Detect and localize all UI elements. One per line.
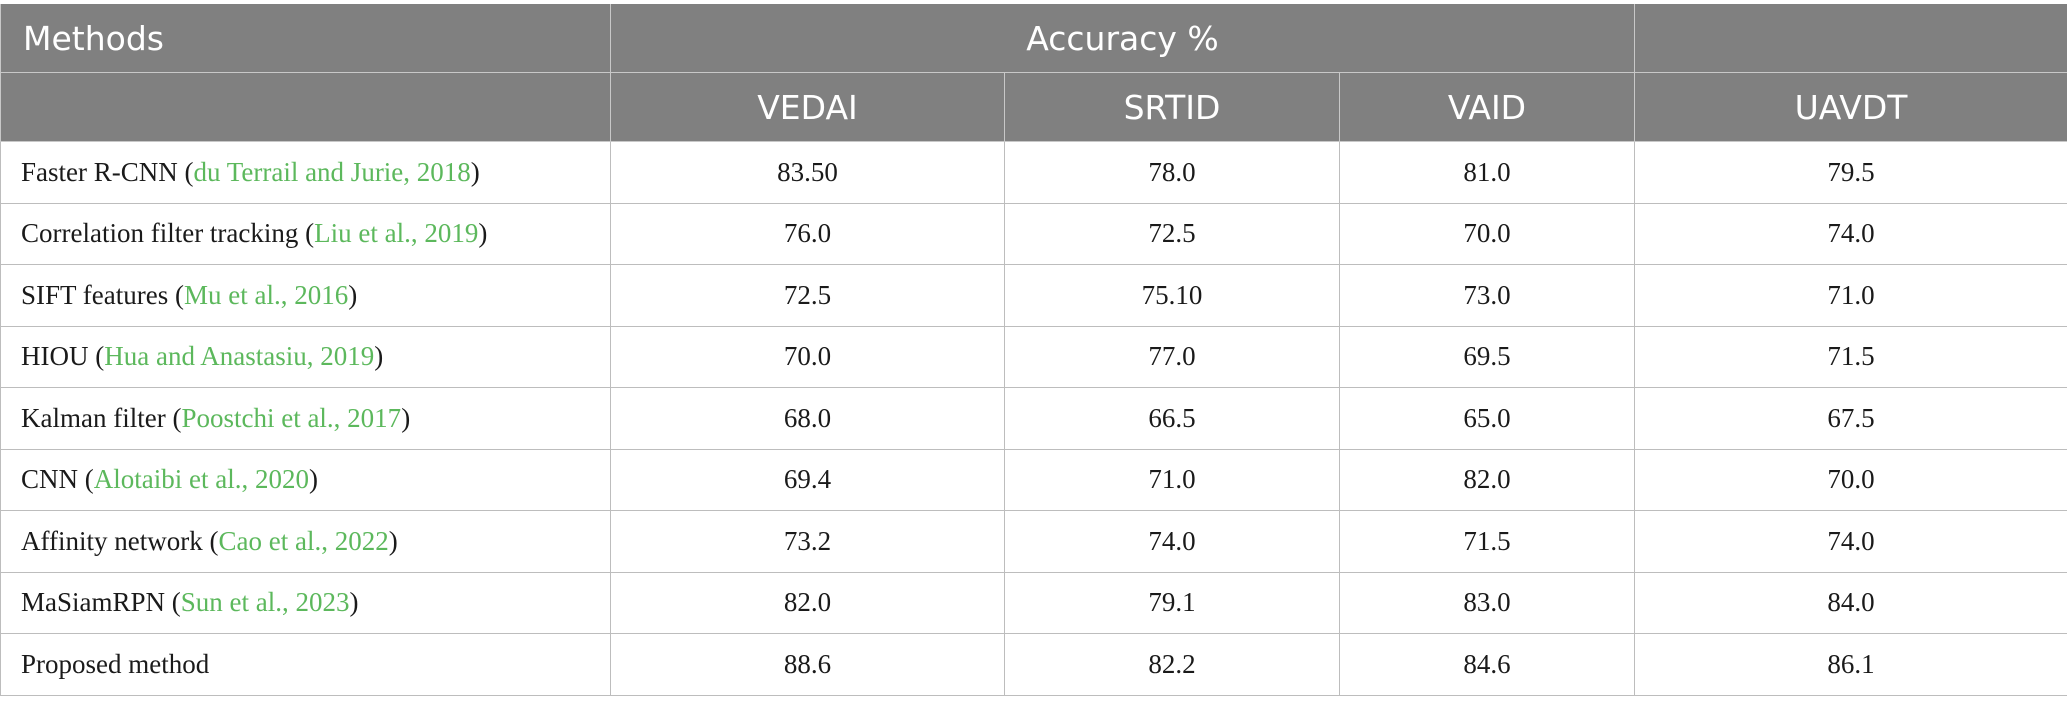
value-cell-uavdt: 70.0 xyxy=(1634,448,2067,511)
value-cell-srtid: 66.5 xyxy=(1004,387,1340,450)
value-cell-vaid: 81.0 xyxy=(1338,141,1636,204)
value-cell-uavdt: 67.5 xyxy=(1634,387,2067,450)
method-name: SIFT features xyxy=(21,279,169,310)
table-row: MaSiamRPN (Sun et al., 2023) 82.0 79.1 83.0… xyxy=(0,571,2067,634)
method-cell: Proposed method xyxy=(0,633,611,696)
table-row: CNN (Alotaibi et al., 2020) 69.4 71.0 82.0 7… xyxy=(0,448,2067,511)
method-cell: MaSiamRPN (Sun et al., 2023) xyxy=(0,571,611,634)
value-cell-vaid: 69.5 xyxy=(1338,325,1636,388)
value-cell-vedai: 82.0 xyxy=(610,571,1005,634)
method-name: Proposed method xyxy=(21,648,210,679)
value-cell-vedai: 83.50 xyxy=(610,141,1005,204)
method-name: Faster R-CNN xyxy=(21,156,178,187)
method-cell: HIOU (Hua and Anastasiu, 2019) xyxy=(0,325,611,388)
column-header-uavdt: UAVDT xyxy=(1634,72,2067,142)
header-row-columns: VEDAI SRTID VAID UAVDT xyxy=(0,72,2067,142)
value-cell-uavdt: 79.5 xyxy=(1634,141,2067,204)
value-cell-uavdt: 86.1 xyxy=(1634,633,2067,696)
method-name: Kalman filter xyxy=(21,402,166,433)
method-cell: Kalman filter (Poostchi et al., 2017) xyxy=(0,387,611,450)
citation-link[interactable]: Cao et al., 2022 xyxy=(218,525,389,556)
header-blank-cell xyxy=(0,72,611,142)
citation-link[interactable]: Sun et al., 2023 xyxy=(180,587,350,618)
method-name: MaSiamRPN xyxy=(21,587,166,618)
citation-link[interactable]: Alotaibi et al., 2020 xyxy=(93,464,309,495)
citation-link[interactable]: Hua and Anastasiu, 2019 xyxy=(104,341,375,372)
value-cell-vedai: 76.0 xyxy=(610,202,1005,265)
value-cell-vaid: 82.0 xyxy=(1338,448,1636,511)
table-row: HIOU (Hua and Anastasiu, 2019) 70.0 77.0 69… xyxy=(0,325,2067,388)
value-cell-vedai: 73.2 xyxy=(610,510,1005,573)
value-cell-srtid: 79.1 xyxy=(1004,571,1340,634)
accuracy-group-header: Accuracy % xyxy=(609,4,1636,73)
table-row: Affinity network (Cao et al., 2022) 73.2 7… xyxy=(0,510,2067,573)
value-cell-srtid: 82.2 xyxy=(1004,633,1340,696)
results-table: Methods Accuracy % VEDAI SRTID VAID UAVD… xyxy=(0,4,2067,696)
column-header-srtid: SRTID xyxy=(1004,72,1340,142)
table-row: Faster R-CNN (du Terrail and Jurie, 2018… xyxy=(0,141,2067,204)
methods-header: Methods xyxy=(0,4,611,73)
value-cell-vedai: 69.4 xyxy=(610,448,1005,511)
method-cell: Faster R-CNN (du Terrail and Jurie, 2018… xyxy=(0,141,611,204)
value-cell-srtid: 72.5 xyxy=(1004,202,1340,265)
value-cell-uavdt: 71.5 xyxy=(1634,325,2067,388)
method-cell: CNN (Alotaibi et al., 2020) xyxy=(0,448,611,511)
header-row-group: Methods Accuracy % xyxy=(0,4,2067,73)
method-cell: Affinity network (Cao et al., 2022) xyxy=(0,510,611,573)
method-name: HIOU xyxy=(21,341,89,372)
table-row: SIFT features (Mu et al., 2016) 72.5 75.10… xyxy=(0,264,2067,327)
value-cell-vaid: 70.0 xyxy=(1338,202,1636,265)
value-cell-srtid: 78.0 xyxy=(1004,141,1340,204)
value-cell-srtid: 77.0 xyxy=(1004,325,1340,388)
value-cell-vedai: 70.0 xyxy=(610,325,1005,388)
value-cell-vaid: 84.6 xyxy=(1338,633,1636,696)
value-cell-vedai: 68.0 xyxy=(610,387,1005,450)
value-cell-vaid: 83.0 xyxy=(1338,571,1636,634)
citation-link[interactable]: Mu et al., 2016 xyxy=(183,279,349,310)
value-cell-srtid: 74.0 xyxy=(1004,510,1340,573)
table-row: Proposed method 88.6 82.2 84.6 86.1 xyxy=(0,633,2067,696)
value-cell-vedai: 88.6 xyxy=(610,633,1005,696)
citation-link[interactable]: Poostchi et al., 2017 xyxy=(181,402,402,433)
method-name: Affinity network xyxy=(21,525,203,556)
citation-link[interactable]: du Terrail and Jurie, 2018 xyxy=(193,156,471,187)
value-cell-uavdt: 74.0 xyxy=(1634,202,2067,265)
value-cell-vaid: 65.0 xyxy=(1338,387,1636,450)
table-row: Kalman filter (Poostchi et al., 2017) 68.… xyxy=(0,387,2067,450)
method-name: CNN xyxy=(21,464,79,495)
method-cell: Correlation filter tracking (Liu et al.,… xyxy=(0,202,611,265)
citation-link[interactable]: Liu et al., 2019 xyxy=(314,218,479,249)
value-cell-uavdt: 84.0 xyxy=(1634,571,2067,634)
method-cell: SIFT features (Mu et al., 2016) xyxy=(0,264,611,327)
header-blank-cell xyxy=(1634,4,2067,73)
column-header-vaid: VAID xyxy=(1338,72,1636,142)
column-header-vedai: VEDAI xyxy=(610,72,1005,142)
value-cell-srtid: 75.10 xyxy=(1004,264,1340,327)
method-name: Correlation filter tracking xyxy=(21,218,299,249)
table-row: Correlation filter tracking (Liu et al.,… xyxy=(0,202,2067,265)
value-cell-vaid: 73.0 xyxy=(1338,264,1636,327)
value-cell-srtid: 71.0 xyxy=(1004,448,1340,511)
value-cell-vaid: 71.5 xyxy=(1338,510,1636,573)
value-cell-vedai: 72.5 xyxy=(610,264,1005,327)
value-cell-uavdt: 71.0 xyxy=(1634,264,2067,327)
value-cell-uavdt: 74.0 xyxy=(1634,510,2067,573)
